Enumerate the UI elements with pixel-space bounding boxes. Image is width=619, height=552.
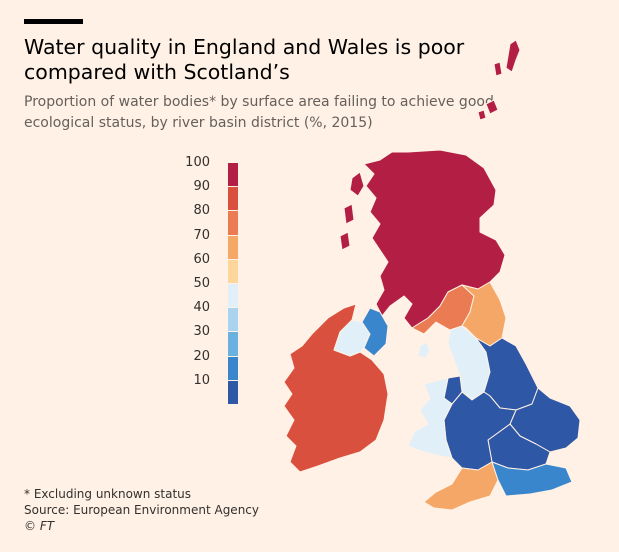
legend-swatch	[228, 211, 238, 235]
legend-tick-label: 60	[193, 251, 210, 267]
footnote: * Excluding unknown status	[24, 487, 192, 501]
region-scotland-orkney	[477, 99, 499, 121]
region-south-west	[423, 461, 499, 511]
credit: © FT	[24, 519, 55, 533]
legend-tick-label: 50	[193, 276, 210, 291]
chart-subtitle: Proportion of water bodies* by surface a…	[24, 94, 494, 131]
legend-swatch	[228, 356, 238, 380]
region-ni-east	[361, 307, 389, 357]
legend-swatch	[228, 284, 238, 308]
legend-swatch	[228, 380, 238, 404]
region-south-east	[491, 461, 573, 497]
legend-swatch	[228, 163, 238, 187]
source: Source: European Environment Agency	[24, 503, 259, 517]
legend-tick-label: 10	[193, 372, 210, 388]
chart-footer: * Excluding unknown status Source: Europ…	[24, 486, 259, 534]
legend-tick-label: 90	[193, 179, 210, 195]
region-isle-of-man	[417, 341, 431, 359]
legend-swatch	[228, 235, 238, 259]
region-scotland	[363, 149, 506, 329]
legend-tick-label: 30	[193, 324, 210, 340]
legend-tick-label: 20	[193, 348, 210, 364]
legend-swatch	[228, 259, 238, 283]
legend-swatch	[228, 187, 238, 211]
legend-tick-label: 70	[193, 227, 210, 243]
legend-tick-label: 100	[185, 155, 210, 170]
region-scotland-hebrides	[339, 171, 365, 251]
region-scotland-shetland	[493, 39, 521, 77]
region-western-wales	[407, 377, 453, 459]
brand-bar	[24, 19, 83, 24]
chart-title: Water quality in England and Wales is po…	[24, 35, 465, 84]
color-legend: 100 90 80 70 60 50 40 30 20 10	[185, 156, 250, 416]
legend-tick-label: 80	[193, 203, 210, 219]
legend-swatch	[228, 308, 238, 332]
legend-tick-label: 40	[193, 300, 210, 316]
legend-swatch	[228, 332, 238, 356]
